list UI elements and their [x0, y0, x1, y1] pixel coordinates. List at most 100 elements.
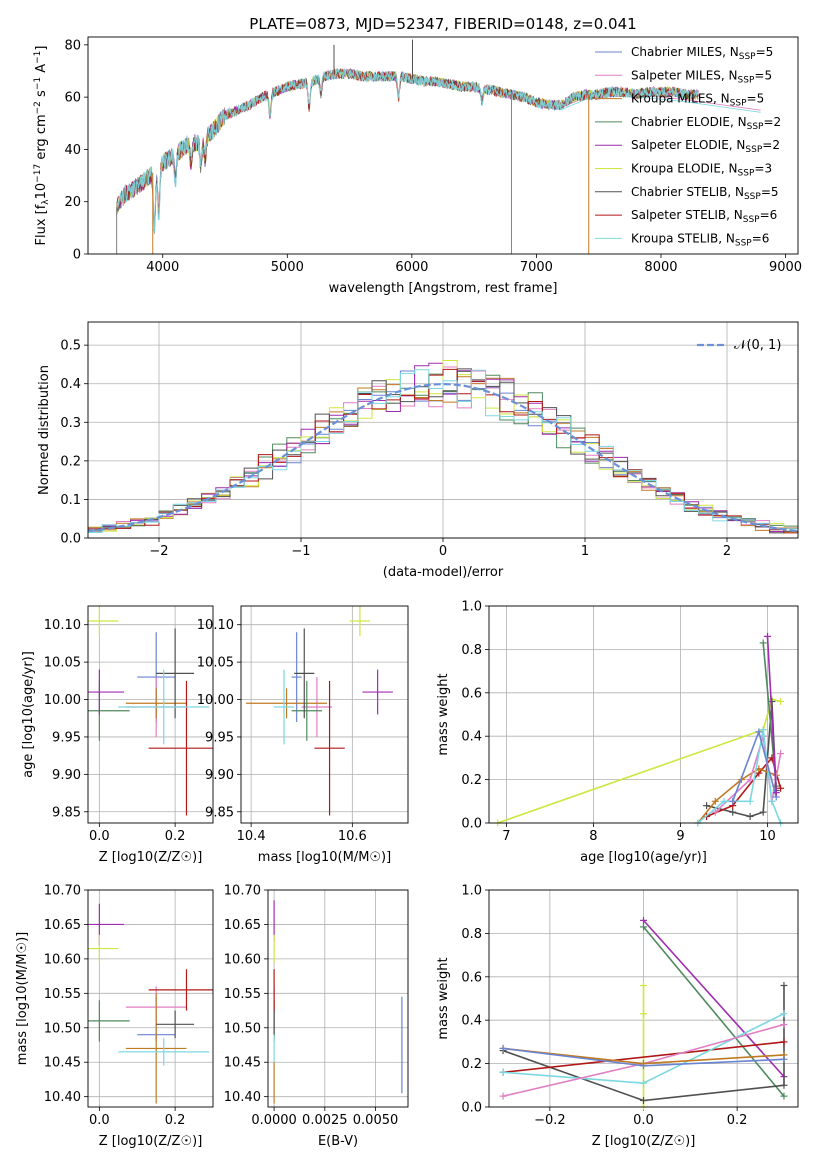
- y-axis-label: Flux [fλ10−17 erg cm−2 s−1 A−1]: [33, 46, 51, 246]
- x-tick-label: −1: [291, 544, 310, 559]
- y-axis-label: Normed distribution: [37, 365, 52, 495]
- x-tick-label: −0.2: [534, 1113, 566, 1128]
- x-tick-label: 0.0000: [251, 1113, 297, 1128]
- x-tick-label: 9000: [769, 260, 802, 275]
- y-tick-label: 0.8: [461, 927, 482, 942]
- errorbar-point: [294, 628, 315, 719]
- x-tick-label: 10.6: [338, 829, 367, 844]
- y-tick-label: 10.10: [197, 618, 234, 633]
- weight-marker: [780, 1021, 788, 1029]
- spectrum-panel: 4000 5000 6000 7000 8000 9000 0 20 40 60 80 wavelen…: [33, 36, 802, 296]
- errorbar-point: [246, 688, 328, 719]
- residuals-panel: −2 −1 0 1 2 0.0 0.1 0.2 0.3 0.4 0.5 (data-model)/er…: [37, 321, 799, 580]
- y-tick-label: 10.60: [44, 952, 81, 967]
- y-axis-label: mass [log10(M/M☉)]: [15, 932, 30, 1065]
- y-tick-label: 9.90: [205, 768, 234, 783]
- weight-marker: [720, 797, 728, 805]
- weight-vs-age-panel: 7 8 9 10 0.0 0.2 0.4 0.6 0.8 1.0 age [log10(age/yr…: [436, 600, 799, 865]
- x-axis-label: mass [log10(M/M☉)]: [258, 850, 391, 865]
- y-tick-label: 1.0: [461, 600, 482, 615]
- errorbar-group: [273, 900, 403, 1104]
- errorbar-point: [88, 934, 119, 963]
- errorbar-point: [314, 680, 345, 816]
- x-tick-label: 7000: [520, 260, 553, 275]
- y-tick-label: 10.50: [224, 1021, 261, 1036]
- age-vs-mass-panel: 10.4 10.6 9.85 9.90 9.95 10.00 10.05 10.10 mass …: [197, 605, 409, 865]
- y-tick-label: 9.85: [205, 805, 234, 820]
- errorbar-point: [156, 1010, 195, 1039]
- y-tick-label: 10.00: [44, 693, 81, 708]
- weight-marker: [711, 808, 719, 816]
- histogram-group: [88, 360, 798, 534]
- errorbar-point: [88, 1000, 130, 1042]
- y-tick-label: 80: [64, 38, 81, 53]
- axes-frame: [240, 605, 409, 824]
- y-tick-label: 0.2: [461, 773, 482, 788]
- weight-series-line: [697, 729, 782, 824]
- errorbar-point: [118, 669, 210, 745]
- y-tick-label: 0.4: [461, 1014, 482, 1029]
- weight-marker: [768, 797, 776, 805]
- y-tick-label: 10.40: [44, 1090, 81, 1105]
- weight-series-group: [499, 916, 788, 1111]
- x-tick-label: 0.2: [165, 829, 186, 844]
- spectrum-line: [116, 68, 699, 233]
- y-tick-label: 10.50: [44, 1021, 81, 1036]
- y-tick-label: 10.05: [44, 656, 81, 671]
- y-tick-label: 10.55: [44, 987, 81, 1002]
- weight-marker: [640, 1079, 647, 1087]
- y-tick-label: 10.55: [224, 987, 261, 1002]
- weight-series-group: [494, 632, 785, 827]
- x-tick-label: 9: [676, 829, 684, 844]
- x-axis-label: Z [log10(Z/Z☉)]: [99, 850, 203, 865]
- y-tick-label: 0.0: [60, 532, 81, 547]
- age-vs-z-panel: 0.0 0.2 9.85 9.90 9.95 10.00 10.05 10.10 Z [log1…: [21, 605, 214, 865]
- x-axis-label: wavelength [Angstrom, rest frame]: [329, 281, 558, 296]
- x-tick-label: 2: [723, 544, 731, 559]
- y-axis-label: mass weight: [436, 673, 451, 755]
- y-tick-label: 0.0: [461, 817, 482, 832]
- y-tick-label: 10.10: [44, 618, 81, 633]
- weight-series-line: [502, 1041, 785, 1074]
- x-tick-label: 0.2: [165, 1113, 186, 1128]
- y-tick-label: 0.0: [461, 1101, 482, 1116]
- y-tick-label: 0.2: [461, 1057, 482, 1072]
- y-tick-label: 10.65: [44, 918, 81, 933]
- axes-frame: [87, 889, 214, 1108]
- weight-marker: [640, 1062, 647, 1070]
- y-tick-label: 0.5: [60, 339, 81, 354]
- errorbar-group: [246, 606, 393, 816]
- weight-marker: [746, 812, 754, 820]
- x-tick-label: 0.0: [89, 1113, 110, 1128]
- weight-marker: [780, 1010, 788, 1018]
- y-tick-label: 10.40: [224, 1090, 261, 1105]
- y-tick-label: 0: [73, 248, 81, 263]
- x-tick-label: 5000: [271, 260, 304, 275]
- y-tick-label: 0.8: [461, 643, 482, 658]
- y-tick-label: 10.70: [224, 884, 261, 899]
- mass-vs-ebv-panel: 0.0000 0.0025 0.0050 10.40 10.45 10.50 10.55 10…: [224, 884, 409, 1149]
- histogram-step: [88, 376, 798, 531]
- legend-label: Salpeter STELIB, NSSP=6: [631, 208, 777, 225]
- errorbar-group: [88, 903, 213, 1104]
- weight-marker: [780, 981, 788, 989]
- x-axis-label: Z [log10(Z/Z☉)]: [592, 1134, 696, 1149]
- weight-marker: [729, 808, 737, 816]
- weight-marker: [777, 784, 785, 792]
- errorbar-point: [291, 632, 302, 722]
- x-tick-label: 10.4: [237, 829, 266, 844]
- weight-vs-z-panel: −0.2 0.0 0.2 0.0 0.2 0.4 0.6 0.8 1.0 Z [log10(Z/Z…: [436, 884, 799, 1149]
- legend-label: Salpeter ELODIE, NSSP=2: [631, 138, 780, 155]
- y-tick-label: 0.2: [60, 454, 81, 469]
- weight-marker: [780, 1055, 788, 1063]
- errorbar-point: [125, 993, 187, 1104]
- weight-series-line: [766, 636, 777, 793]
- errorbar-point: [118, 1038, 210, 1066]
- y-tick-label: 0.3: [60, 416, 81, 431]
- weight-marker: [746, 776, 754, 784]
- errorbar-point: [291, 680, 322, 741]
- y-tick-label: 9.95: [52, 730, 81, 745]
- errorbar-point: [148, 969, 213, 1011]
- legend-label: Kroupa ELODIE, NSSP=3: [631, 162, 772, 179]
